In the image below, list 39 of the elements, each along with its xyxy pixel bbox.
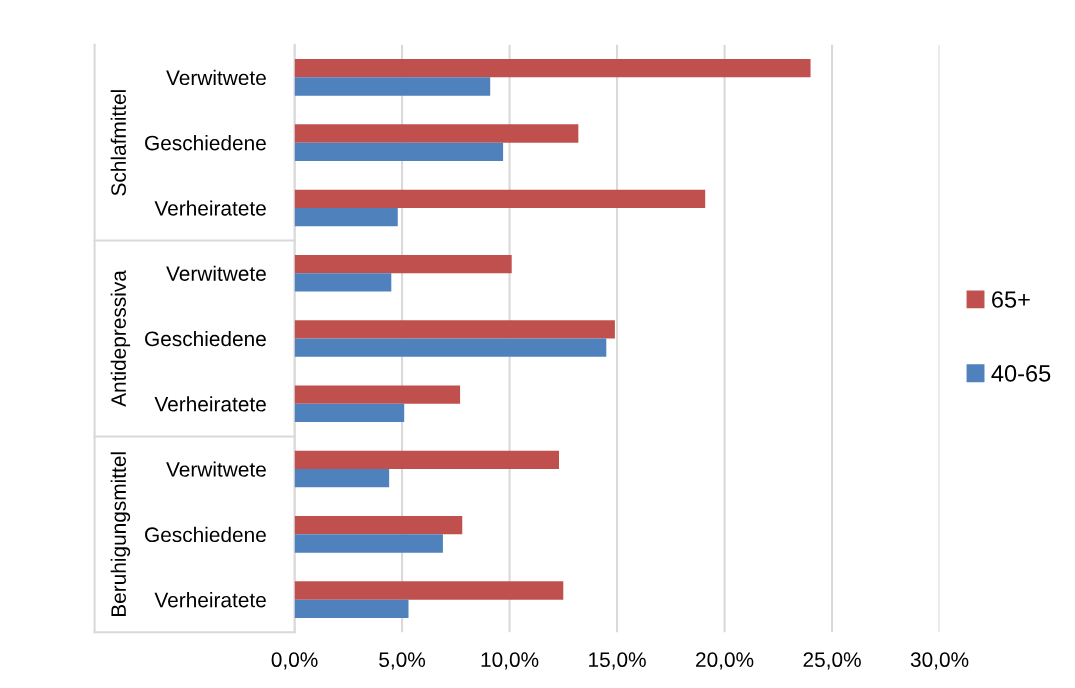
- bar: [294, 534, 443, 553]
- bar: [294, 338, 607, 357]
- text: Beruhigungsmittel: [110, 452, 131, 617]
- y-tick-label: Geschiedene: [145, 330, 266, 347]
- bar: [294, 207, 398, 227]
- x-tick-label: 0,0%: [271, 652, 318, 670]
- y-tick-label: Verheiratete: [154, 396, 266, 412]
- bar: [294, 189, 706, 208]
- y-tick-label: Geschiedene: [145, 135, 266, 151]
- y-tick-label: Geschiedene: [145, 526, 266, 543]
- x-tick-label: 10,0%: [481, 652, 539, 670]
- y-tick-label: Verheiratete: [154, 200, 266, 216]
- bar: [294, 450, 559, 470]
- text: Antidepressiva: [110, 270, 131, 407]
- x-tick-label: 20,0%: [696, 652, 754, 670]
- bar: [294, 59, 811, 78]
- bar: [294, 581, 564, 600]
- bar: [294, 77, 491, 96]
- bar: [294, 254, 512, 274]
- x-tick-label: 30,0%: [910, 652, 969, 670]
- bar: [294, 403, 405, 423]
- bar: [294, 320, 615, 339]
- y-tick-label: Verwitwete: [166, 69, 266, 86]
- bar: [294, 599, 409, 618]
- legend-label: 65+: [992, 291, 1030, 308]
- bar: [294, 124, 579, 143]
- bar: [294, 273, 392, 292]
- x-tick-label: 15,0%: [589, 652, 646, 670]
- y-tick-label: Verwitwete: [166, 461, 266, 477]
- y-tick-label: Verwitwete: [166, 265, 266, 281]
- y-tick-label: Verheiratete: [154, 592, 266, 608]
- bar: [294, 516, 463, 535]
- legend-label: 40-65: [991, 365, 1051, 382]
- x-tick-label: 25,0%: [803, 652, 861, 670]
- bar: [294, 385, 461, 404]
- bar: [294, 469, 390, 488]
- x-tick-label: 5,0%: [379, 652, 426, 670]
- text: Schlafmittel: [110, 90, 126, 196]
- bar: [294, 142, 504, 161]
